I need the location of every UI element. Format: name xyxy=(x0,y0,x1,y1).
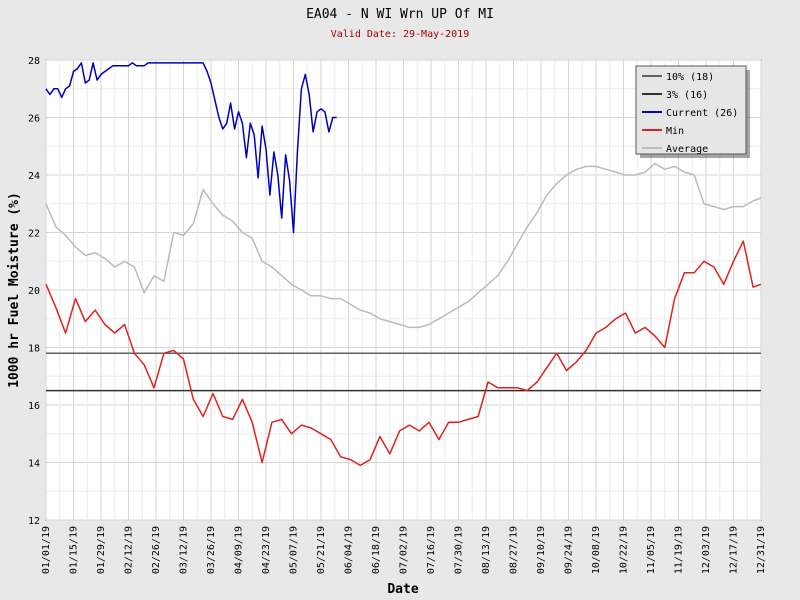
x-tick-label: 04/09/19 xyxy=(234,526,245,574)
y-tick-label: 24 xyxy=(28,171,40,182)
x-tick-label: 03/26/19 xyxy=(206,526,217,574)
series-line-2 xyxy=(45,62,337,234)
x-tick-label: 08/27/19 xyxy=(509,526,520,574)
y-tick-label: 26 xyxy=(28,114,40,125)
y-tick-label: 18 xyxy=(28,344,40,355)
x-tick-label: 10/22/19 xyxy=(619,526,630,574)
x-tick-label: 09/10/19 xyxy=(536,526,547,574)
legend: 10% (18) 3% (16) Current (26) Min Average xyxy=(635,65,750,158)
x-ticks: 01/01/19 01/15/19 01/29/19 02/12/19 02/26/19… xyxy=(41,526,767,574)
y-tick-label: 14 xyxy=(28,459,40,470)
x-tick-label: 07/30/19 xyxy=(454,526,465,574)
chart-title: EA04 - N WI Wrn UP Of MI xyxy=(306,7,494,22)
x-tick-label: 06/18/19 xyxy=(371,526,382,574)
x-tick-label: 01/15/19 xyxy=(69,526,80,574)
y-tick-label: 28 xyxy=(28,56,40,67)
x-tick-label: 07/02/19 xyxy=(399,526,410,574)
y-ticks: 12 14 16 18 20 22 24 26 28 xyxy=(28,56,40,527)
x-tick-label: 01/29/19 xyxy=(96,526,107,574)
x-tick-label: 06/04/19 xyxy=(344,526,355,574)
x-tick-label: 10/08/19 xyxy=(591,526,602,574)
legend-label: Average xyxy=(666,144,708,155)
legend-label: 10% (18) xyxy=(666,72,714,83)
x-tick-label: 02/12/19 xyxy=(124,526,135,574)
y-tick-label: 12 xyxy=(28,516,40,527)
y-tick-label: 16 xyxy=(28,401,40,412)
x-axis-label: Date xyxy=(387,582,418,597)
x-tick-label: 03/12/19 xyxy=(179,526,190,574)
x-tick-label: 08/13/19 xyxy=(481,526,492,574)
x-tick-label: 11/19/19 xyxy=(674,526,685,574)
series-line-3 xyxy=(45,240,762,467)
y-tick-label: 22 xyxy=(28,229,40,240)
y-tick-label: 20 xyxy=(28,286,40,297)
chart-subtitle: Valid Date: 29-May-2019 xyxy=(331,29,469,40)
y-axis-label: 1000 hr Fuel Moisture (%) xyxy=(7,192,22,388)
legend-box xyxy=(635,65,747,155)
legend-label: 3% (16) xyxy=(666,90,708,101)
x-tick-label: 01/01/19 xyxy=(41,526,52,574)
x-tick-label: 12/03/19 xyxy=(701,526,712,574)
x-tick-label: 12/31/19 xyxy=(756,526,767,574)
x-tick-label: 12/17/19 xyxy=(729,526,740,574)
x-tick-label: 11/05/19 xyxy=(646,526,657,574)
x-tick-label: 05/07/19 xyxy=(289,526,300,574)
x-tick-label: 09/24/19 xyxy=(564,526,575,574)
x-tick-label: 07/16/19 xyxy=(426,526,437,574)
x-tick-label: 05/21/19 xyxy=(316,526,327,574)
legend-label: Min xyxy=(666,126,684,137)
x-tick-label: 04/23/19 xyxy=(261,526,272,574)
grid xyxy=(45,59,762,521)
legend-label: Current (26) xyxy=(666,108,738,119)
x-tick-label: 02/26/19 xyxy=(151,526,162,574)
series-line-4 xyxy=(45,162,762,329)
series-group xyxy=(45,62,762,467)
